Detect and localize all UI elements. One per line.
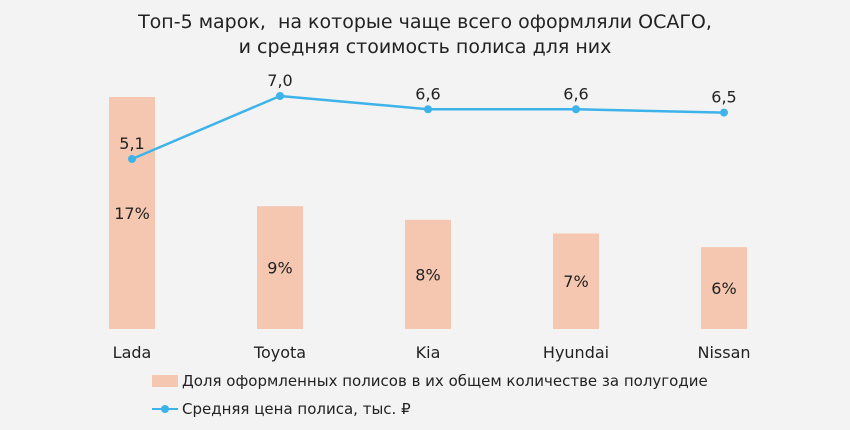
- bar-label-toyota: 9%: [267, 259, 292, 278]
- price-label-hyundai: 6,6: [563, 84, 588, 103]
- legend-bar-swatch: [152, 375, 178, 387]
- bar-kia: [405, 219, 451, 329]
- category-label-toyota: Toyota: [253, 343, 306, 362]
- price-label-toyota: 7,0: [267, 71, 292, 90]
- labels-layer: 17% Lada 9% Toyota 8% Kia 7% Hyundai 6% Nissan 5,1…: [113, 71, 751, 362]
- price-point-nissan: [720, 108, 728, 117]
- chart-title: Топ-5 марок, на которые чаще всего оформ…: [0, 10, 850, 60]
- price-point-lada: [128, 155, 136, 163]
- category-label-kia: Kia: [416, 343, 441, 362]
- legend-line-label: Средняя цена полиса, тыс. ₽: [182, 400, 411, 418]
- bar-label-hyundai: 7%: [563, 272, 588, 291]
- price-point-hyundai: [572, 105, 580, 114]
- legend-line-swatch: [152, 403, 178, 415]
- bar-nissan: [701, 247, 747, 329]
- bar-label-lada: 17%: [114, 204, 150, 223]
- legend-item-bars: Доля оформленных полисов в их общем коли…: [152, 372, 708, 390]
- bar-label-kia: 8%: [415, 265, 440, 284]
- legend-bars-label: Доля оформленных полисов в их общем коли…: [182, 372, 708, 390]
- category-label-hyundai: Hyundai: [543, 343, 609, 362]
- bar-hyundai: [553, 233, 599, 329]
- price-point-kia: [424, 105, 432, 114]
- chart-title-line-1: Топ-5 марок, на которые чаще всего оформ…: [138, 11, 712, 33]
- category-label-lada: Lada: [113, 343, 152, 362]
- bar-lada: [109, 97, 155, 329]
- price-label-nissan: 6,5: [711, 88, 736, 107]
- chart-title-line-2: и средняя стоимость полиса для них: [238, 36, 612, 58]
- line-layer: [128, 92, 728, 163]
- price-label-kia: 6,6: [415, 84, 440, 103]
- category-label-nissan: Nissan: [697, 343, 750, 362]
- bars-layer: [109, 97, 747, 329]
- bar-label-nissan: 6%: [711, 279, 736, 298]
- bar-toyota: [257, 206, 303, 329]
- legend-item-line: Средняя цена полиса, тыс. ₽: [152, 400, 411, 418]
- price-label-lada: 5,1: [119, 134, 144, 153]
- price-point-toyota: [276, 92, 284, 100]
